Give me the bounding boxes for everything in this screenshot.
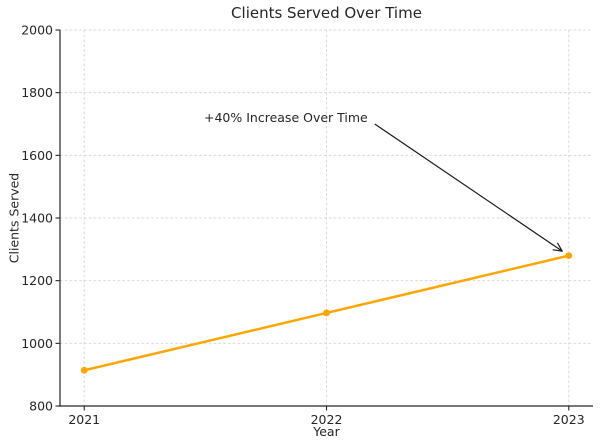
y-tick-label: 1200 (21, 273, 53, 288)
data-point (80, 366, 88, 374)
y-tick-label: 800 (29, 399, 53, 414)
x-tick-label: 2023 (553, 412, 585, 427)
data-point (565, 252, 573, 259)
y-tick-label: 2000 (21, 23, 53, 38)
chart-title: Clients Served Over Time (231, 4, 422, 22)
annotation-text: +40% Increase Over Time (204, 110, 368, 125)
annotation-arrow-head (552, 249, 563, 252)
data-point (323, 309, 330, 317)
y-tick-label: 1600 (21, 148, 53, 163)
y-tick-label: 1800 (21, 85, 53, 100)
annotation-arrow-head (557, 242, 563, 252)
y-axis-label: Clients Served (6, 172, 22, 264)
x-tick-label: 2022 (311, 412, 343, 427)
y-tick-label: 1400 (21, 211, 53, 226)
y-tick-label: 1000 (21, 336, 53, 351)
x-tick-label: 2021 (68, 412, 100, 427)
annotation-arrow-shaft (374, 123, 563, 252)
x-axis-label: Year (313, 424, 340, 439)
